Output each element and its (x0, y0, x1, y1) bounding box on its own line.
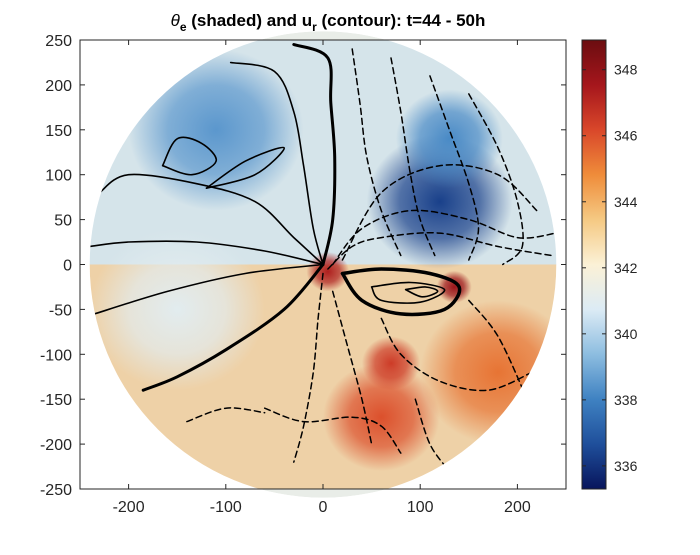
y-tick-label: 50 (54, 213, 72, 230)
contour-negative (327, 232, 553, 270)
contour-positive (205, 146, 285, 189)
x-tick-label: -200 (113, 499, 145, 516)
y-tick-label: -50 (49, 302, 72, 319)
title-theta: θ (171, 11, 181, 30)
shading-region (395, 89, 503, 189)
x-tick-label: 0 (319, 499, 328, 516)
contours (89, 43, 557, 472)
y-tick-label: 150 (45, 123, 72, 140)
contour-negative (390, 57, 436, 257)
contour-positive (98, 173, 324, 266)
y-tick-label: 0 (63, 258, 72, 275)
x-tick-label: 100 (407, 499, 434, 516)
y-tick-label: 100 (45, 168, 72, 185)
contour-negative (263, 407, 402, 454)
contour-negative (293, 272, 324, 463)
contour-positive (340, 267, 462, 317)
contour-positive (370, 281, 446, 304)
shading-region (420, 300, 557, 445)
chart-title: θe (shaded) and ur (contour): t=44 - 50h (171, 11, 486, 34)
colorbar-tick-label: 346 (614, 128, 638, 144)
colorbar-tick-label: 342 (614, 260, 638, 276)
contour-negative (380, 317, 533, 392)
contour-negative (331, 209, 557, 266)
title-tail: (contour): t=44 - 50h (317, 11, 486, 30)
axes: -200 -100 0 100 200 250 200 150 100 50 0 -50 -100 -15… (40, 33, 567, 516)
y-tick-label: 200 (45, 78, 72, 95)
contour-negative (468, 299, 528, 400)
shading-region (89, 228, 265, 391)
y-tick-label: -100 (40, 347, 72, 364)
contour-negative (468, 93, 524, 266)
contour-positive (161, 136, 217, 176)
contour-positive (89, 240, 324, 266)
contour-negative (331, 290, 373, 445)
y-tick-label: -250 (40, 482, 72, 499)
shading-region (323, 363, 440, 472)
shading-disk (89, 31, 557, 498)
contour-positive (292, 43, 337, 266)
contour-negative (351, 48, 402, 257)
contour-positive (404, 286, 439, 298)
colorbar-tick-label: 348 (614, 62, 638, 78)
shading-region (361, 336, 421, 391)
contour-negative (186, 407, 266, 423)
y-tick-label: 250 (45, 33, 72, 50)
colorbar: 336 338 340 342 344 346 348 (581, 39, 638, 490)
contour-positive (93, 263, 324, 315)
contour-positive (229, 61, 324, 266)
title-middle: (shaded) and u (187, 11, 313, 30)
x-tick-label: 200 (504, 499, 531, 516)
title-theta-subscript: e (180, 20, 187, 34)
contour-negative (429, 75, 480, 261)
colorbar-gradient (581, 39, 607, 490)
contour-negative (341, 164, 538, 261)
x-tick-label: -100 (210, 499, 242, 516)
colorbar-tick-label: 336 (614, 458, 638, 474)
colorbar-tick-label: 340 (614, 326, 638, 342)
colorbar-tick-label: 344 (614, 194, 638, 210)
contour-positive (141, 263, 325, 392)
title-u-subscript: r (312, 20, 317, 34)
shading-region (306, 251, 350, 292)
y-tick-label: -150 (40, 392, 72, 409)
y-tick-label: -200 (40, 437, 72, 454)
plot-area (89, 31, 557, 498)
colorbar-tick-label: 338 (614, 392, 638, 408)
